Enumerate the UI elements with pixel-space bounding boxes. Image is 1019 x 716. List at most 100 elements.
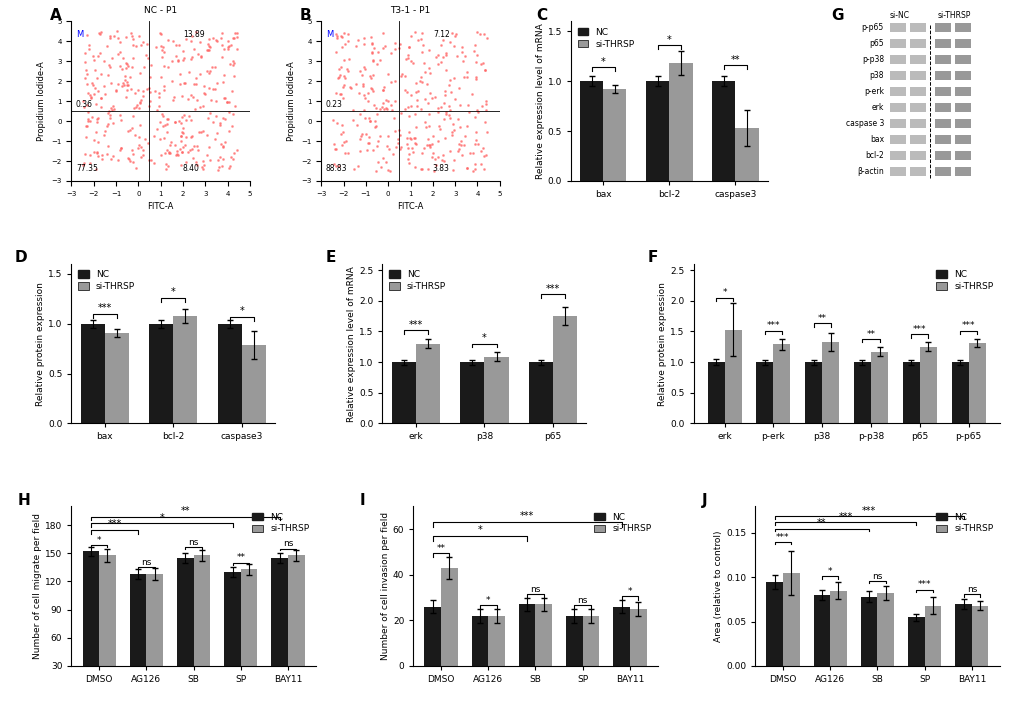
Point xyxy=(176,77,193,89)
Point xyxy=(335,126,352,137)
Legend: NC, si-THRSP: NC, si-THRSP xyxy=(592,511,652,535)
Point xyxy=(414,163,430,175)
Point xyxy=(419,78,435,90)
Point xyxy=(87,64,103,75)
Point xyxy=(442,86,459,97)
Point xyxy=(356,38,372,49)
Point xyxy=(135,90,151,102)
Point xyxy=(423,92,439,104)
Point xyxy=(407,108,423,120)
Point xyxy=(153,72,169,83)
Text: ***: *** xyxy=(838,512,852,522)
Point xyxy=(401,132,418,144)
Text: **: ** xyxy=(817,314,825,323)
FancyBboxPatch shape xyxy=(890,151,906,160)
Point xyxy=(189,95,205,106)
Point xyxy=(89,117,105,128)
Text: ns: ns xyxy=(530,585,540,594)
Point xyxy=(201,141,217,153)
Point xyxy=(129,142,146,154)
Point xyxy=(406,132,422,144)
Bar xyxy=(535,604,551,666)
Point xyxy=(96,81,112,92)
Text: B: B xyxy=(300,8,311,23)
Point xyxy=(403,31,419,42)
Point xyxy=(225,153,242,165)
Point xyxy=(137,133,153,145)
Point xyxy=(444,118,461,130)
Point xyxy=(122,155,139,167)
Point xyxy=(437,108,453,120)
Point xyxy=(356,104,372,115)
Point xyxy=(84,111,100,122)
Point xyxy=(167,150,183,161)
Bar xyxy=(287,555,305,694)
Point xyxy=(428,159,444,170)
Point xyxy=(446,94,463,105)
FancyBboxPatch shape xyxy=(934,24,951,32)
Point xyxy=(118,84,135,95)
Point xyxy=(399,142,416,154)
Point xyxy=(88,98,104,110)
Point xyxy=(350,160,366,172)
Point xyxy=(127,40,144,52)
Point xyxy=(136,61,152,72)
Point xyxy=(358,127,374,139)
Point xyxy=(202,155,218,166)
FancyBboxPatch shape xyxy=(934,72,951,80)
Point xyxy=(139,49,155,61)
Text: ns: ns xyxy=(577,596,587,605)
Point xyxy=(196,80,212,92)
Point xyxy=(146,130,162,142)
Point xyxy=(112,114,128,125)
Point xyxy=(142,72,158,83)
Point xyxy=(79,120,96,132)
Point xyxy=(92,48,108,59)
FancyBboxPatch shape xyxy=(934,119,951,128)
Point xyxy=(113,81,129,92)
Point xyxy=(397,53,414,64)
Point xyxy=(360,112,376,124)
Point xyxy=(215,140,231,151)
Point xyxy=(478,105,494,116)
Text: G: G xyxy=(830,8,843,23)
Point xyxy=(214,27,230,39)
Y-axis label: Propidium Iodide-A: Propidium Iodide-A xyxy=(286,62,296,141)
Point xyxy=(341,82,358,93)
Point xyxy=(361,137,377,149)
Text: ***: *** xyxy=(409,320,423,330)
Point xyxy=(229,144,246,155)
Point xyxy=(333,41,350,52)
Point xyxy=(445,41,462,52)
FancyBboxPatch shape xyxy=(934,103,951,112)
Point xyxy=(162,139,178,150)
Point xyxy=(175,53,192,64)
FancyBboxPatch shape xyxy=(890,87,906,96)
Point xyxy=(414,47,430,58)
Point xyxy=(199,44,215,56)
Point xyxy=(330,64,346,75)
Point xyxy=(170,54,186,66)
Point xyxy=(368,165,384,176)
Bar xyxy=(919,347,936,423)
Point xyxy=(405,58,421,69)
Point xyxy=(422,140,438,151)
Point xyxy=(347,40,364,52)
Point xyxy=(115,52,131,63)
Point xyxy=(357,64,373,75)
Point xyxy=(181,67,198,78)
Point xyxy=(124,110,141,122)
Point xyxy=(184,52,201,63)
Point xyxy=(335,79,352,91)
Point xyxy=(103,77,119,89)
Point xyxy=(99,40,115,52)
Point xyxy=(360,87,376,99)
Point xyxy=(200,33,216,44)
Text: ***: *** xyxy=(861,505,875,516)
Point xyxy=(187,72,204,84)
Text: H: H xyxy=(17,493,31,508)
Point xyxy=(141,100,157,111)
Point xyxy=(172,130,189,142)
Point xyxy=(455,71,472,82)
Text: ***: *** xyxy=(545,284,559,294)
